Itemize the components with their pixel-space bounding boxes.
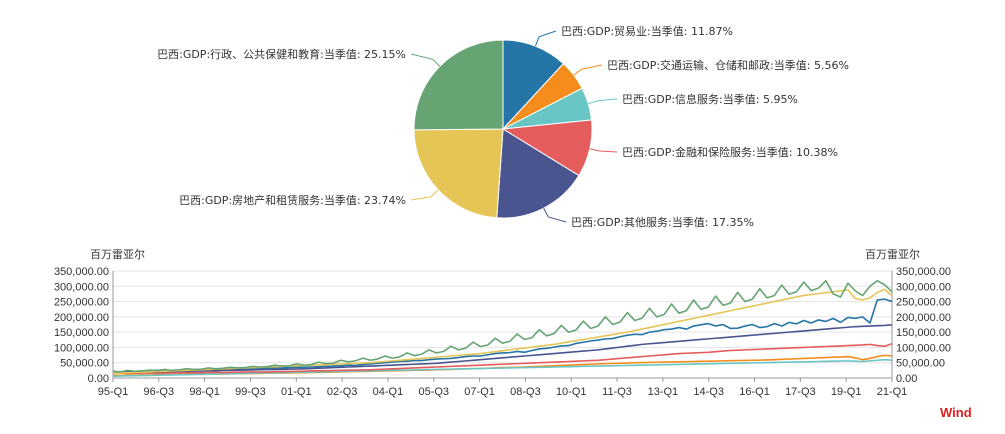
pie-slice-4: [496, 128, 580, 219]
y-tick-right: 250,000.00: [896, 297, 951, 309]
y-tick-right: 200,000.00: [896, 312, 951, 324]
pie-leader-line-4: [543, 207, 567, 223]
x-tick-label: 95-Q1: [98, 386, 129, 398]
x-tick-label: 07-Q1: [464, 386, 495, 398]
series-line-3: [112, 343, 893, 375]
y-axis-unit-left: 百万雷亚尔: [90, 248, 145, 261]
y-axis-unit-right: 百万雷亚尔: [865, 248, 920, 261]
y-tick-right: 150,000.00: [896, 327, 951, 339]
x-tick-label: 11-Q3: [602, 386, 632, 398]
x-tick-label: 01-Q1: [281, 386, 312, 398]
y-tick-left: 350,000.00: [54, 266, 109, 278]
x-tick-label: 96-Q3: [144, 386, 175, 398]
x-tick-label: 05-Q3: [418, 386, 449, 398]
x-tick-label: 99-Q3: [235, 386, 266, 398]
series-line-6: [112, 279, 893, 373]
x-tick-label: 21-Q1: [877, 386, 908, 398]
y-tick-left: 50,000.00: [60, 358, 109, 370]
y-tick-left: 300,000.00: [54, 281, 109, 293]
y-tick-left: 150,000.00: [54, 327, 109, 339]
pie-leader-line-3: [589, 148, 618, 153]
series-line-2: [112, 358, 893, 377]
y-tick-right: 350,000.00: [896, 266, 951, 278]
y-tick-left: 0.00: [88, 373, 109, 385]
pie-leader-line-5: [410, 189, 439, 201]
pie-chart: 巴西:GDP:贸易业:当季值: 11.87% 巴西:GDP:交通运输、仓储和邮政:…: [157, 24, 849, 229]
pie-label-1: 巴西:GDP:交通运输、仓储和邮政:当季值: 5.56%: [607, 58, 849, 72]
pie-label-6: 巴西:GDP:行政、公共保健和教育:当季值: 25.15%: [157, 47, 406, 61]
pie-leader-line-0: [534, 30, 557, 47]
x-tick-label: 17-Q3: [785, 386, 816, 398]
x-tick-label: 04-Q1: [373, 386, 404, 398]
x-tick-label: 02-Q3: [327, 386, 358, 398]
x-tick-label: 14-Q3: [693, 386, 724, 398]
x-tick-label: 19-Q1: [831, 386, 862, 398]
pie-leader-line-1: [573, 64, 603, 76]
pie-slice-0: [502, 39, 565, 131]
pie-slice-5: [413, 128, 504, 219]
pie-leader-line-6: [410, 53, 441, 67]
x-tick-label: 13-Q1: [648, 386, 679, 398]
pie-label-2: 巴西:GDP:信息服务:当季值: 5.95%: [622, 92, 798, 106]
y-tick-right: 100,000.00: [896, 342, 951, 354]
y-tick-left: 250,000.00: [54, 297, 109, 309]
y-tick-left: 200,000.00: [54, 312, 109, 324]
series-line-0: [112, 298, 893, 373]
x-tick-label: 10-Q1: [556, 386, 587, 398]
pie-label-5: 巴西:GDP:房地产和租赁服务:当季值: 23.74%: [179, 193, 406, 207]
pie-label-0: 巴西:GDP:贸易业:当季值: 11.87%: [561, 24, 733, 38]
line-chart: 百万雷亚尔 百万雷亚尔 0.00 0.00 50,000.00 50,000.00 10…: [54, 248, 951, 398]
x-tick-label: 16-Q1: [739, 386, 770, 398]
x-tick-label: 08-Q3: [510, 386, 541, 398]
y-tick-left: 100,000.00: [54, 342, 109, 354]
wind-brand: Wind: [940, 405, 972, 420]
pie-label-3: 巴西:GDP:金融和保险服务:当季值: 10.38%: [622, 145, 838, 159]
x-tick-label: 98-Q1: [189, 386, 220, 398]
y-tick-right: 50,000.00: [896, 358, 945, 370]
series-line-4: [112, 324, 893, 374]
y-tick-right: 300,000.00: [896, 281, 951, 293]
y-tick-right: 0.00: [896, 373, 917, 385]
pie-leader-line-2: [588, 98, 618, 105]
pie-label-4: 巴西:GDP:其他服务:当季值: 17.35%: [571, 215, 754, 229]
pie-slice-6: [413, 39, 504, 131]
